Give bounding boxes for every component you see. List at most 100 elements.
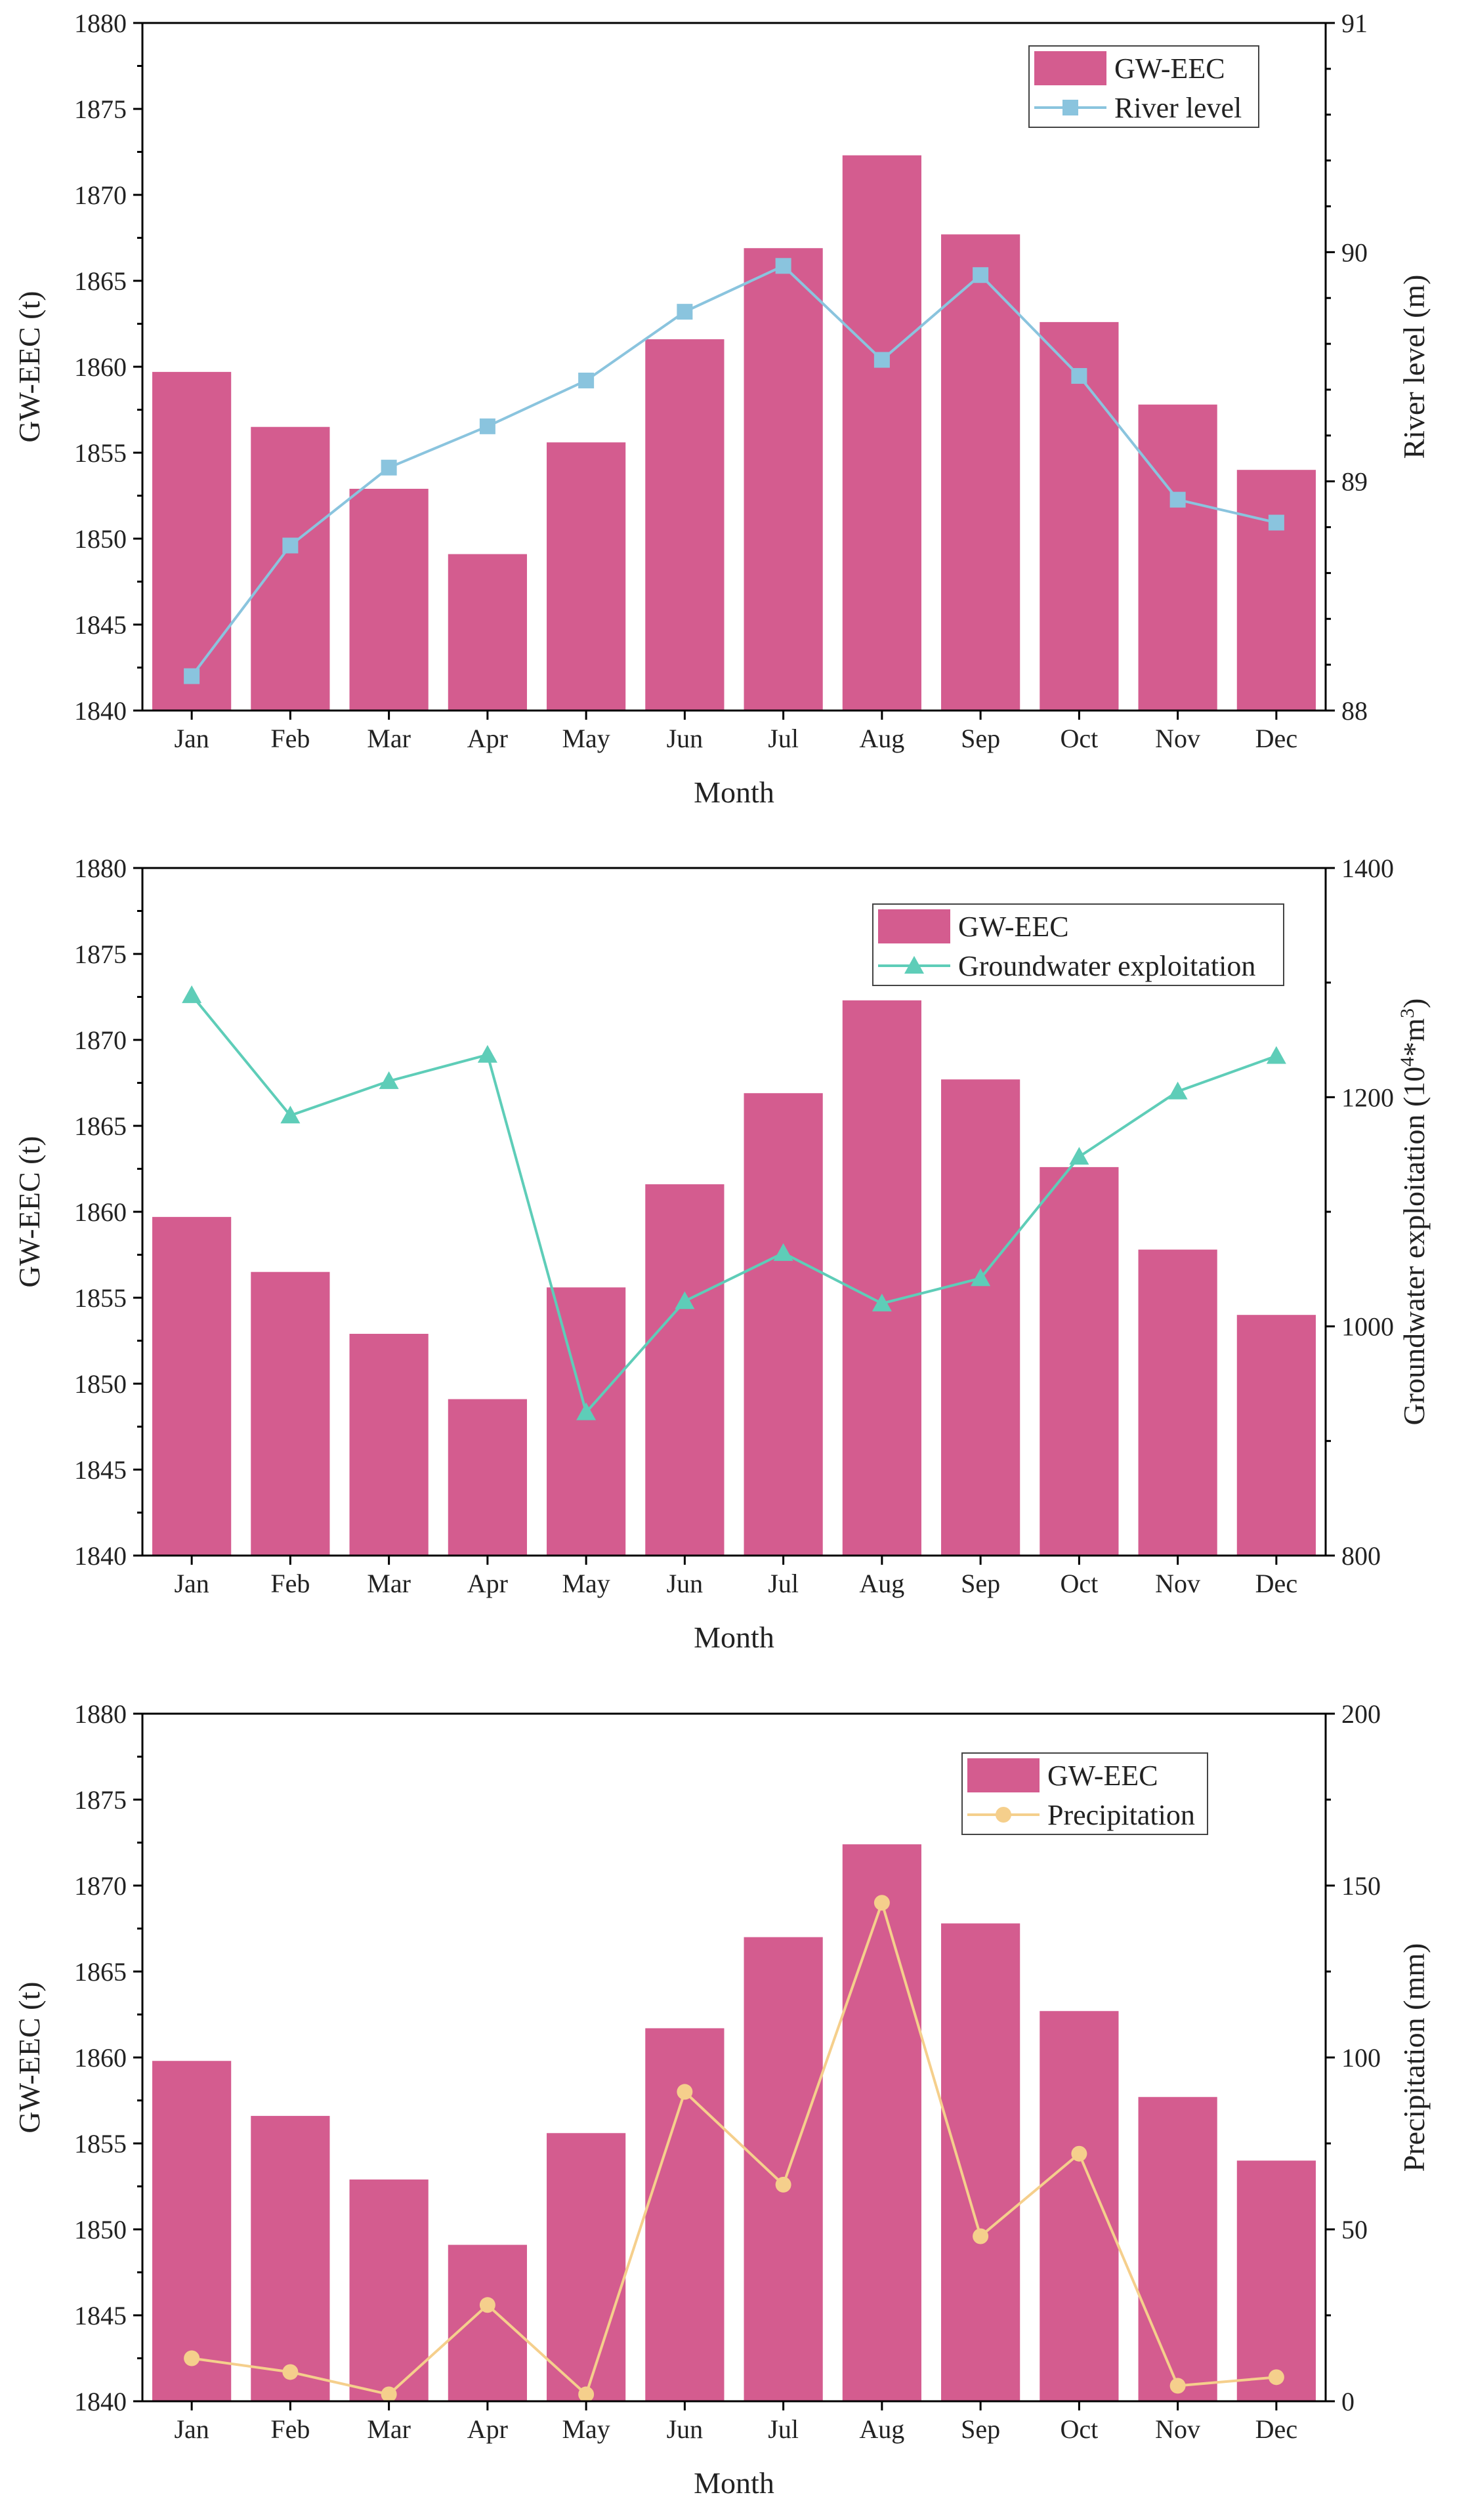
legend-label-bar: GW-EEC bbox=[1114, 52, 1225, 85]
x-tick-label-sep: Sep bbox=[961, 724, 1000, 753]
point-sep bbox=[973, 267, 989, 283]
point-may bbox=[576, 1402, 597, 1420]
y2-axis-title: Groundwater exploitation (104*m3) bbox=[1397, 999, 1431, 1426]
bar-jul bbox=[744, 1937, 823, 2401]
y-tick-label: 1845 bbox=[74, 1455, 127, 1485]
bar-oct bbox=[1040, 2011, 1119, 2401]
x-tick-label-aug: Aug bbox=[859, 724, 904, 753]
point-jul bbox=[775, 258, 791, 274]
y2-tick-label: 88 bbox=[1341, 696, 1368, 726]
y2-tick-label: 89 bbox=[1341, 467, 1368, 497]
y-tick-label: 1880 bbox=[74, 9, 127, 38]
y2-tick-label: 90 bbox=[1341, 238, 1368, 267]
point-mar bbox=[381, 2386, 397, 2403]
point-sep bbox=[973, 2228, 989, 2244]
bar-jun bbox=[645, 339, 725, 711]
y-tick-label: 1845 bbox=[74, 610, 127, 640]
y-tick-label: 1880 bbox=[74, 1699, 127, 1729]
point-jan bbox=[184, 2350, 200, 2366]
bar-dec bbox=[1236, 1315, 1316, 1556]
bar-jan bbox=[152, 1216, 232, 1556]
bar-may bbox=[547, 1287, 626, 1556]
x-tick-label-apr: Apr bbox=[467, 1569, 508, 1598]
bar-jul bbox=[744, 1093, 823, 1556]
x-tick-label-oct: Oct bbox=[1060, 2414, 1098, 2444]
x-tick-label-may: May bbox=[562, 1569, 610, 1598]
y-tick-label: 1870 bbox=[74, 1871, 127, 1901]
bar-nov bbox=[1138, 2097, 1217, 2401]
series-line bbox=[190, 264, 1277, 677]
y2-tick-label: 100 bbox=[1341, 2043, 1381, 2073]
point-oct bbox=[1069, 1147, 1089, 1165]
legend-label-bar: GW-EEC bbox=[958, 911, 1069, 943]
legend: GW-EEC River level bbox=[1028, 45, 1259, 128]
legend-marker bbox=[904, 956, 924, 974]
label-part: ) bbox=[1397, 999, 1431, 1008]
x-tick-label-sep: Sep bbox=[961, 1569, 1000, 1598]
x-tick-label-mar: Mar bbox=[367, 1569, 411, 1598]
bar-mar bbox=[349, 2179, 429, 2401]
point-apr bbox=[479, 418, 495, 434]
y-tick-label: 1860 bbox=[74, 1197, 127, 1227]
y-tick-label: 1855 bbox=[74, 438, 127, 468]
point-feb bbox=[282, 537, 299, 554]
point-may bbox=[578, 2386, 595, 2403]
bar-mar bbox=[349, 1334, 429, 1556]
y2-tick-label: 200 bbox=[1341, 1699, 1381, 1729]
x-tick-label-apr: Apr bbox=[467, 2414, 508, 2444]
point-jan bbox=[184, 668, 200, 684]
label-part: Groundwater exploitation (10 bbox=[1397, 1067, 1431, 1426]
x-tick-label-feb: Feb bbox=[270, 2414, 310, 2444]
point-feb bbox=[282, 2364, 299, 2380]
bar-dec bbox=[1236, 2160, 1316, 2401]
legend-marker bbox=[996, 1807, 1011, 1823]
y2-tick-label: 1400 bbox=[1341, 854, 1394, 883]
x-tick-label-aug: Aug bbox=[859, 1569, 904, 1598]
x-tick-label-nov: Nov bbox=[1155, 724, 1200, 753]
bar-may bbox=[547, 2133, 626, 2401]
y2-axis-title: Precipitation (mm) bbox=[1397, 1943, 1431, 2172]
bar-jul bbox=[744, 248, 823, 711]
bar-apr bbox=[448, 1399, 527, 1556]
legend-label-line: River level bbox=[1114, 92, 1242, 124]
point-jun bbox=[675, 1291, 695, 1310]
chart-panel-3: 1840 1845 1850 1855 1860 1865 1870 1875 1880 0 50 1… bbox=[12, 1699, 1431, 2500]
bar-feb bbox=[251, 426, 330, 711]
point-feb bbox=[280, 1105, 301, 1124]
x-tick-label-jan: Jan bbox=[174, 1569, 209, 1598]
bar-apr bbox=[448, 554, 527, 711]
bar-aug bbox=[842, 155, 921, 711]
bar-feb bbox=[251, 1271, 330, 1556]
legend: GW-EEC Groundwater exploitation bbox=[872, 903, 1284, 986]
point-jul bbox=[775, 2176, 791, 2193]
y-tick-label: 1870 bbox=[74, 1025, 127, 1055]
y-tick-label: 1840 bbox=[74, 696, 127, 726]
y2-tick-label: 50 bbox=[1341, 2215, 1368, 2244]
chart-panel-2: 1840 1845 1850 1855 1860 1865 1870 1875 1880 800 1… bbox=[12, 854, 1431, 1654]
x-tick-label-jul: Jul bbox=[768, 2414, 799, 2444]
point-oct bbox=[1071, 367, 1087, 384]
y-tick-label: 1875 bbox=[74, 1785, 127, 1815]
x-tick-label-jan: Jan bbox=[174, 2414, 209, 2444]
point-nov bbox=[1169, 491, 1186, 508]
point-oct bbox=[1071, 2145, 1087, 2162]
point-nov bbox=[1169, 2378, 1186, 2394]
y-tick-label: 1870 bbox=[74, 180, 127, 210]
legend-swatch-bar bbox=[967, 1758, 1040, 1792]
point-jun bbox=[677, 2084, 693, 2100]
x-tick-label-dec: Dec bbox=[1255, 2414, 1297, 2444]
x-tick-label-jan: Jan bbox=[174, 724, 209, 753]
legend-label-line: Groundwater exploitation bbox=[958, 950, 1255, 982]
point-dec bbox=[1268, 2369, 1284, 2386]
point-jun bbox=[677, 304, 693, 320]
bar-jan bbox=[152, 371, 232, 711]
bar-oct bbox=[1040, 1167, 1119, 1556]
point-dec bbox=[1268, 514, 1284, 531]
bar-apr bbox=[448, 2244, 527, 2401]
x-tick-label-feb: Feb bbox=[270, 724, 310, 753]
legend-label-bar: GW-EEC bbox=[1047, 1760, 1158, 1792]
x-tick-label-apr: Apr bbox=[467, 724, 508, 753]
y-tick-label: 1865 bbox=[74, 1111, 127, 1141]
